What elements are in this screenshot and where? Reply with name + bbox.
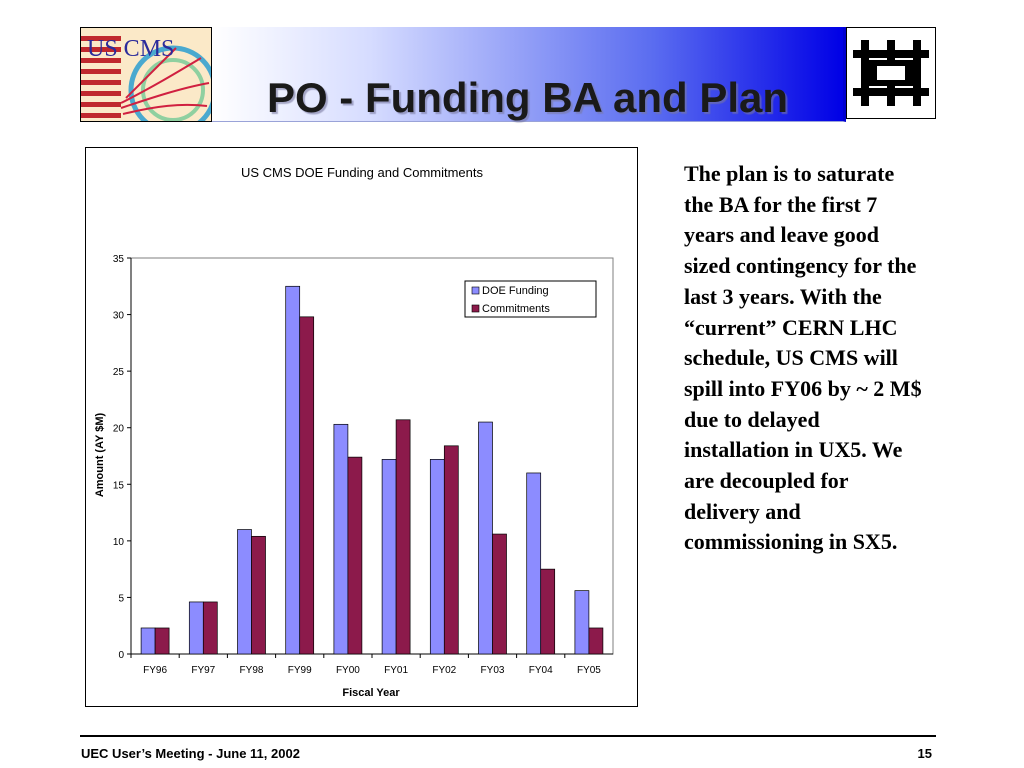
bar-doe-funding-fy02: [429, 459, 445, 655]
y-tick-label: 15: [113, 480, 125, 491]
bar-commitments-fy02: [443, 445, 459, 655]
x-tick-label: FY03: [481, 665, 505, 676]
y-tick-label: 30: [113, 311, 125, 322]
us-cms-logo: US CMS: [80, 27, 212, 122]
bar-commitments-fy01: [395, 419, 411, 655]
bar-doe-funding-fy04: [526, 472, 542, 655]
bar-commitments-fy99: [299, 316, 315, 655]
y-axis-label: Amount (AY $M): [94, 412, 106, 497]
y-tick-label: 25: [113, 367, 125, 378]
x-tick-label: FY98: [240, 665, 264, 676]
bar-doe-funding-fy97: [188, 601, 204, 655]
legend-label-doe-funding: DOE Funding: [482, 285, 549, 297]
fermilab-logo: [846, 27, 936, 119]
x-tick-label: FY05: [577, 665, 601, 676]
y-tick-label: 20: [113, 424, 125, 435]
page-title: PO - Funding BA and Plan: [266, 74, 789, 121]
legend-swatch-commitments: [471, 304, 480, 313]
legend-swatch-doe-funding: [471, 286, 480, 295]
x-tick-label: FY02: [432, 665, 456, 676]
x-tick-label: FY01: [384, 665, 408, 676]
y-tick-label: 5: [118, 593, 124, 604]
x-tick-label: FY99: [288, 665, 312, 676]
page-number: 15: [917, 746, 932, 761]
footer-rule: [80, 735, 936, 737]
bar-commitments-fy04: [540, 568, 556, 655]
footer-meeting-label: UEC User’s Meeting - June 11, 2002: [81, 746, 300, 761]
bar-doe-funding-fy01: [381, 459, 397, 655]
bar-commitments-fy00: [347, 456, 363, 655]
x-tick-label: FY97: [191, 665, 215, 676]
title-banner: PO - Funding BA and Plan: [212, 27, 846, 122]
chart-title: US CMS DOE Funding and Commitments: [241, 165, 484, 180]
bar-chart: US CMS DOE Funding and Commitments 0 5 10 1…: [94, 165, 614, 699]
chart-frame: US CMS DOE Funding and Commitments 0 5 10 1…: [85, 147, 638, 707]
bar-doe-funding-fy99: [285, 285, 301, 655]
bar-commitments-fy96: [154, 627, 170, 655]
y-tick-label: 35: [113, 254, 125, 265]
x-tick-label: FY04: [529, 665, 553, 676]
bar-doe-funding-fy96: [140, 627, 156, 655]
y-tick-label: 10: [113, 537, 125, 548]
bar-doe-funding-fy00: [333, 423, 349, 655]
logo-text: US CMS: [87, 36, 174, 62]
x-axis-label: Fiscal Year: [342, 687, 400, 699]
y-tick-label: 0: [118, 650, 124, 661]
x-tick-label: FY96: [143, 665, 167, 676]
legend-label-commitments: Commitments: [482, 303, 550, 315]
legend: DOE Funding Commitments: [464, 280, 597, 318]
bar-commitments-fy05: [588, 627, 604, 655]
bar-commitments-fy03: [492, 533, 507, 655]
bar-commitments-fy97: [202, 601, 218, 655]
bar-commitments-fy98: [251, 535, 266, 655]
bar-doe-funding-fy05: [574, 590, 590, 655]
x-tick-label: FY00: [336, 665, 360, 676]
bar-doe-funding-fy03: [478, 421, 493, 655]
bar-doe-funding-fy98: [237, 529, 252, 655]
body-text: The plan is to saturate the BA for the f…: [684, 161, 922, 555]
